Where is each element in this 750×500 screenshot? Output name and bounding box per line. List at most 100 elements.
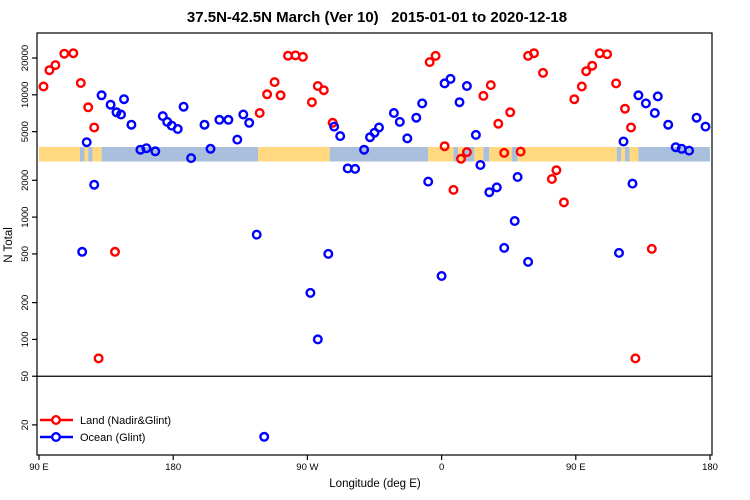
ocean-data-point [670, 142, 681, 153]
ocean-data-point [436, 271, 447, 282]
land-data-point [626, 122, 637, 133]
ocean-data-point [423, 176, 434, 187]
land-data-point [68, 48, 79, 59]
ocean-data-point [329, 121, 340, 132]
ocean-data-point [350, 163, 361, 174]
x-tick-label: 180 [702, 462, 718, 473]
ocean-data-point [81, 137, 92, 148]
y-axis-label: N Total [3, 227, 15, 263]
ocean-data-point [374, 122, 385, 133]
data-points-layer [38, 48, 711, 442]
ocean-data-point [178, 101, 189, 112]
ocean-data-point [150, 146, 161, 157]
y-tick-label: 50 [20, 371, 31, 382]
land-data-point [485, 80, 496, 91]
map-strip [39, 147, 710, 162]
ocean-data-point [633, 90, 644, 101]
ocean-data-point [77, 246, 88, 257]
ocean-data-point [141, 143, 152, 154]
ocean-data-point [388, 107, 399, 118]
y-tick-label: 10000 [20, 82, 31, 108]
land-data-point [461, 147, 472, 158]
ocean-data-point [394, 116, 405, 127]
land-data-point [318, 85, 329, 96]
ocean-data-point [700, 121, 711, 132]
ocean-data-point [312, 334, 323, 345]
map-strip-land-segment [621, 147, 626, 162]
ocean-data-point [96, 90, 107, 101]
ocean-data-point [115, 109, 126, 120]
land-data-point [269, 77, 280, 88]
ocean-data-point [232, 134, 243, 145]
land-data-point [493, 118, 504, 129]
land-data-point [93, 353, 104, 364]
y-tick-label: 5000 [20, 121, 31, 142]
ocean-data-point [411, 112, 422, 123]
land-data-point [89, 122, 100, 133]
ocean-data-point [205, 143, 216, 154]
land-data-point [538, 67, 549, 78]
ocean-data-point [214, 114, 225, 125]
land-data-point [109, 246, 120, 257]
land-data-point [630, 353, 641, 364]
x-axis-label: Longitude (deg E) [329, 478, 421, 490]
x-tick-label: 0 [439, 462, 444, 473]
ocean-data-point [417, 98, 428, 109]
land-data-point [306, 97, 317, 108]
ocean-data-point [105, 99, 116, 110]
y-tick-label: 500 [20, 246, 31, 262]
land-data-point [297, 51, 308, 62]
land-data-point [254, 107, 265, 118]
ocean-data-point [335, 131, 346, 142]
ocean-data-point [251, 229, 262, 240]
ocean-data-point [244, 117, 255, 128]
land-data-point [546, 173, 557, 184]
land-data-point [569, 94, 580, 105]
y-tick-label: 1000 [20, 207, 31, 228]
map-strip-land-segment [474, 147, 484, 162]
land-data-point [478, 90, 489, 101]
legend-ocean-marker-icon [51, 432, 62, 443]
map-strip-land-segment [39, 147, 81, 162]
land-data-point [620, 103, 631, 114]
ocean-data-point [652, 91, 663, 102]
legend: Land (Nadir&Glint) Ocean (Glint) [40, 415, 171, 444]
ocean-data-point [135, 144, 146, 155]
map-strip-ocean-segment [88, 147, 93, 162]
land-data-point [456, 153, 467, 164]
map-strip-land-segment [428, 147, 454, 162]
x-axis: 90 E 180 90 W 0 90 E 180 [29, 455, 718, 473]
land-data-point [505, 107, 516, 118]
legend-ocean-label: Ocean (Glint) [80, 432, 145, 444]
map-strip-land-segment [84, 147, 89, 162]
land-data-point [59, 48, 70, 59]
y-tick-label: 20 [20, 420, 31, 431]
y-tick-label: 20000 [20, 45, 31, 71]
ocean-data-point [663, 119, 674, 130]
ocean-data-point [523, 256, 534, 267]
land-data-point [75, 77, 86, 88]
ocean-data-point [259, 431, 270, 442]
map-strip-land-segment [629, 147, 639, 162]
map-strip-ocean-segment [483, 147, 490, 162]
land-data-point [83, 102, 94, 113]
ocean-data-point [223, 114, 234, 125]
ocean-data-point [512, 171, 523, 182]
land-data-point [439, 141, 450, 152]
land-data-point [275, 90, 286, 101]
map-strip-ocean-segment [638, 147, 710, 162]
ocean-data-point [470, 129, 481, 140]
ocean-data-point [402, 133, 413, 144]
x-tick-label: 180 [165, 462, 181, 473]
map-strip-ocean-segment [101, 147, 259, 162]
land-data-point [558, 197, 569, 208]
land-data-point [499, 147, 510, 158]
ocean-data-point [691, 112, 702, 123]
ocean-data-point [118, 94, 129, 105]
land-data-point [602, 49, 613, 60]
plot-border [36, 32, 713, 456]
ocean-data-point [454, 97, 465, 108]
map-strip-ocean-segment [80, 147, 85, 162]
